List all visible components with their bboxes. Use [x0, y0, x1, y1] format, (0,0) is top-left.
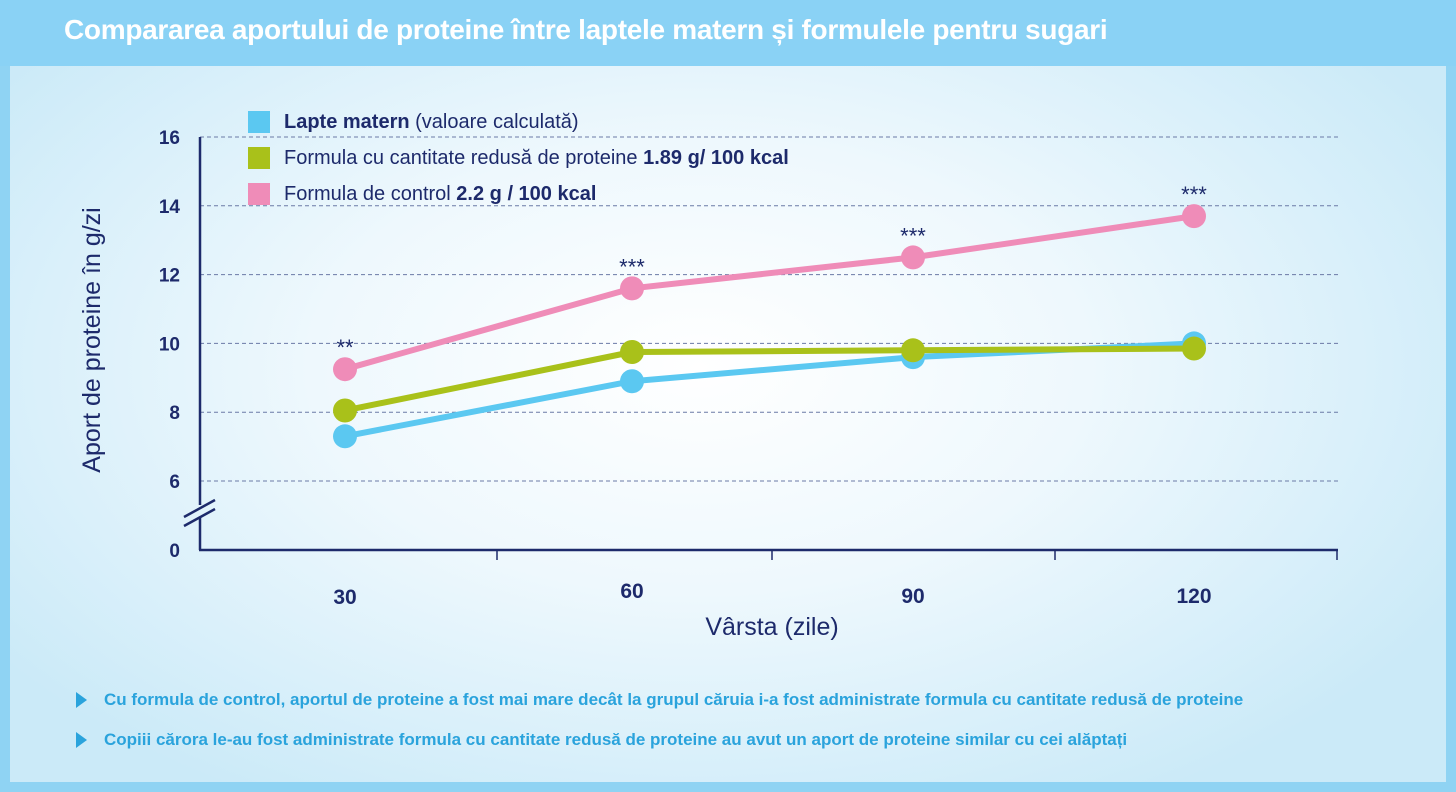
y-tick-label-0: 0: [169, 541, 180, 562]
data-point-s2-90: [901, 338, 925, 363]
data-point-s3-60: [620, 276, 644, 301]
legend-item-1: Lapte matern (valoare calculată): [248, 104, 789, 140]
y-tick-label-12: 12: [159, 266, 180, 287]
x-tick-label-90: 90: [901, 585, 924, 608]
y-tick-label-8: 8: [169, 403, 180, 424]
bullet-arrow-icon: [76, 692, 87, 708]
legend-swatch-2: [248, 147, 270, 169]
data-point-s2-120: [1182, 336, 1206, 361]
note-item-1: Cu formula de control, aportul de protei…: [76, 680, 1243, 720]
x-tick-label-120: 120: [1176, 585, 1211, 608]
chart-legend: Lapte matern (valoare calculată) Formula …: [248, 104, 789, 212]
legend-label-1: Lapte matern (valoare calculată): [284, 110, 579, 133]
data-point-s2-30: [333, 398, 357, 423]
series-line-2: [342, 345, 1197, 414]
y-tick-label-10: 10: [159, 334, 180, 355]
significance-label-60: ***: [619, 254, 645, 279]
y-tick-label-6: 6: [169, 472, 180, 493]
data-point-s1-60: [620, 369, 644, 394]
y-tick-label-16: 16: [159, 128, 180, 149]
significance-label-120: ***: [1181, 182, 1207, 207]
note-text: Cu formula de control, aportul de protei…: [104, 690, 1244, 709]
legend-swatch-1: [248, 111, 270, 133]
x-tick-label-60: 60: [620, 580, 643, 603]
note-text: Copiii cărora le-au fost administrate fo…: [104, 730, 1128, 749]
significance-label-30: **: [336, 335, 354, 360]
note-item-2: Copiii cărora le-au fost administrate fo…: [76, 720, 1243, 760]
legend-swatch-3: [248, 183, 270, 205]
y-axis-label: Aport de proteine în g/zi: [78, 207, 106, 472]
series-line-3: [342, 213, 1197, 373]
data-point-s1-30: [333, 424, 357, 449]
x-axis-label: Vârsta (zile): [705, 613, 838, 641]
data-point-s3-90: [901, 245, 925, 270]
data-point-s2-60: [620, 340, 644, 364]
x-tick-label-30: 30: [333, 586, 356, 609]
header-bar: Compararea aportului de proteine între l…: [0, 0, 1456, 66]
data-point-s3-30: [333, 357, 357, 382]
legend-label-2: Formula cu cantitate redusă de proteine …: [284, 146, 789, 169]
data-point-s3-120: [1182, 204, 1206, 229]
axis-break-mark-1: [183, 498, 216, 519]
legend-label-3: Formula de control 2.2 g / 100 kcal: [284, 182, 597, 205]
notes-list: Cu formula de control, aportul de protei…: [76, 680, 1243, 760]
bullet-arrow-icon: [76, 732, 87, 748]
significance-label-90: ***: [900, 223, 926, 248]
axis-break-mark-2: [183, 507, 216, 528]
legend-item-2: Formula cu cantitate redusă de proteine …: [248, 140, 789, 176]
series-line-1: [342, 340, 1197, 440]
y-tick-label-14: 14: [159, 197, 181, 218]
legend-item-3: Formula de control 2.2 g / 100 kcal: [248, 176, 789, 212]
page-title: Compararea aportului de proteine între l…: [64, 14, 1108, 45]
